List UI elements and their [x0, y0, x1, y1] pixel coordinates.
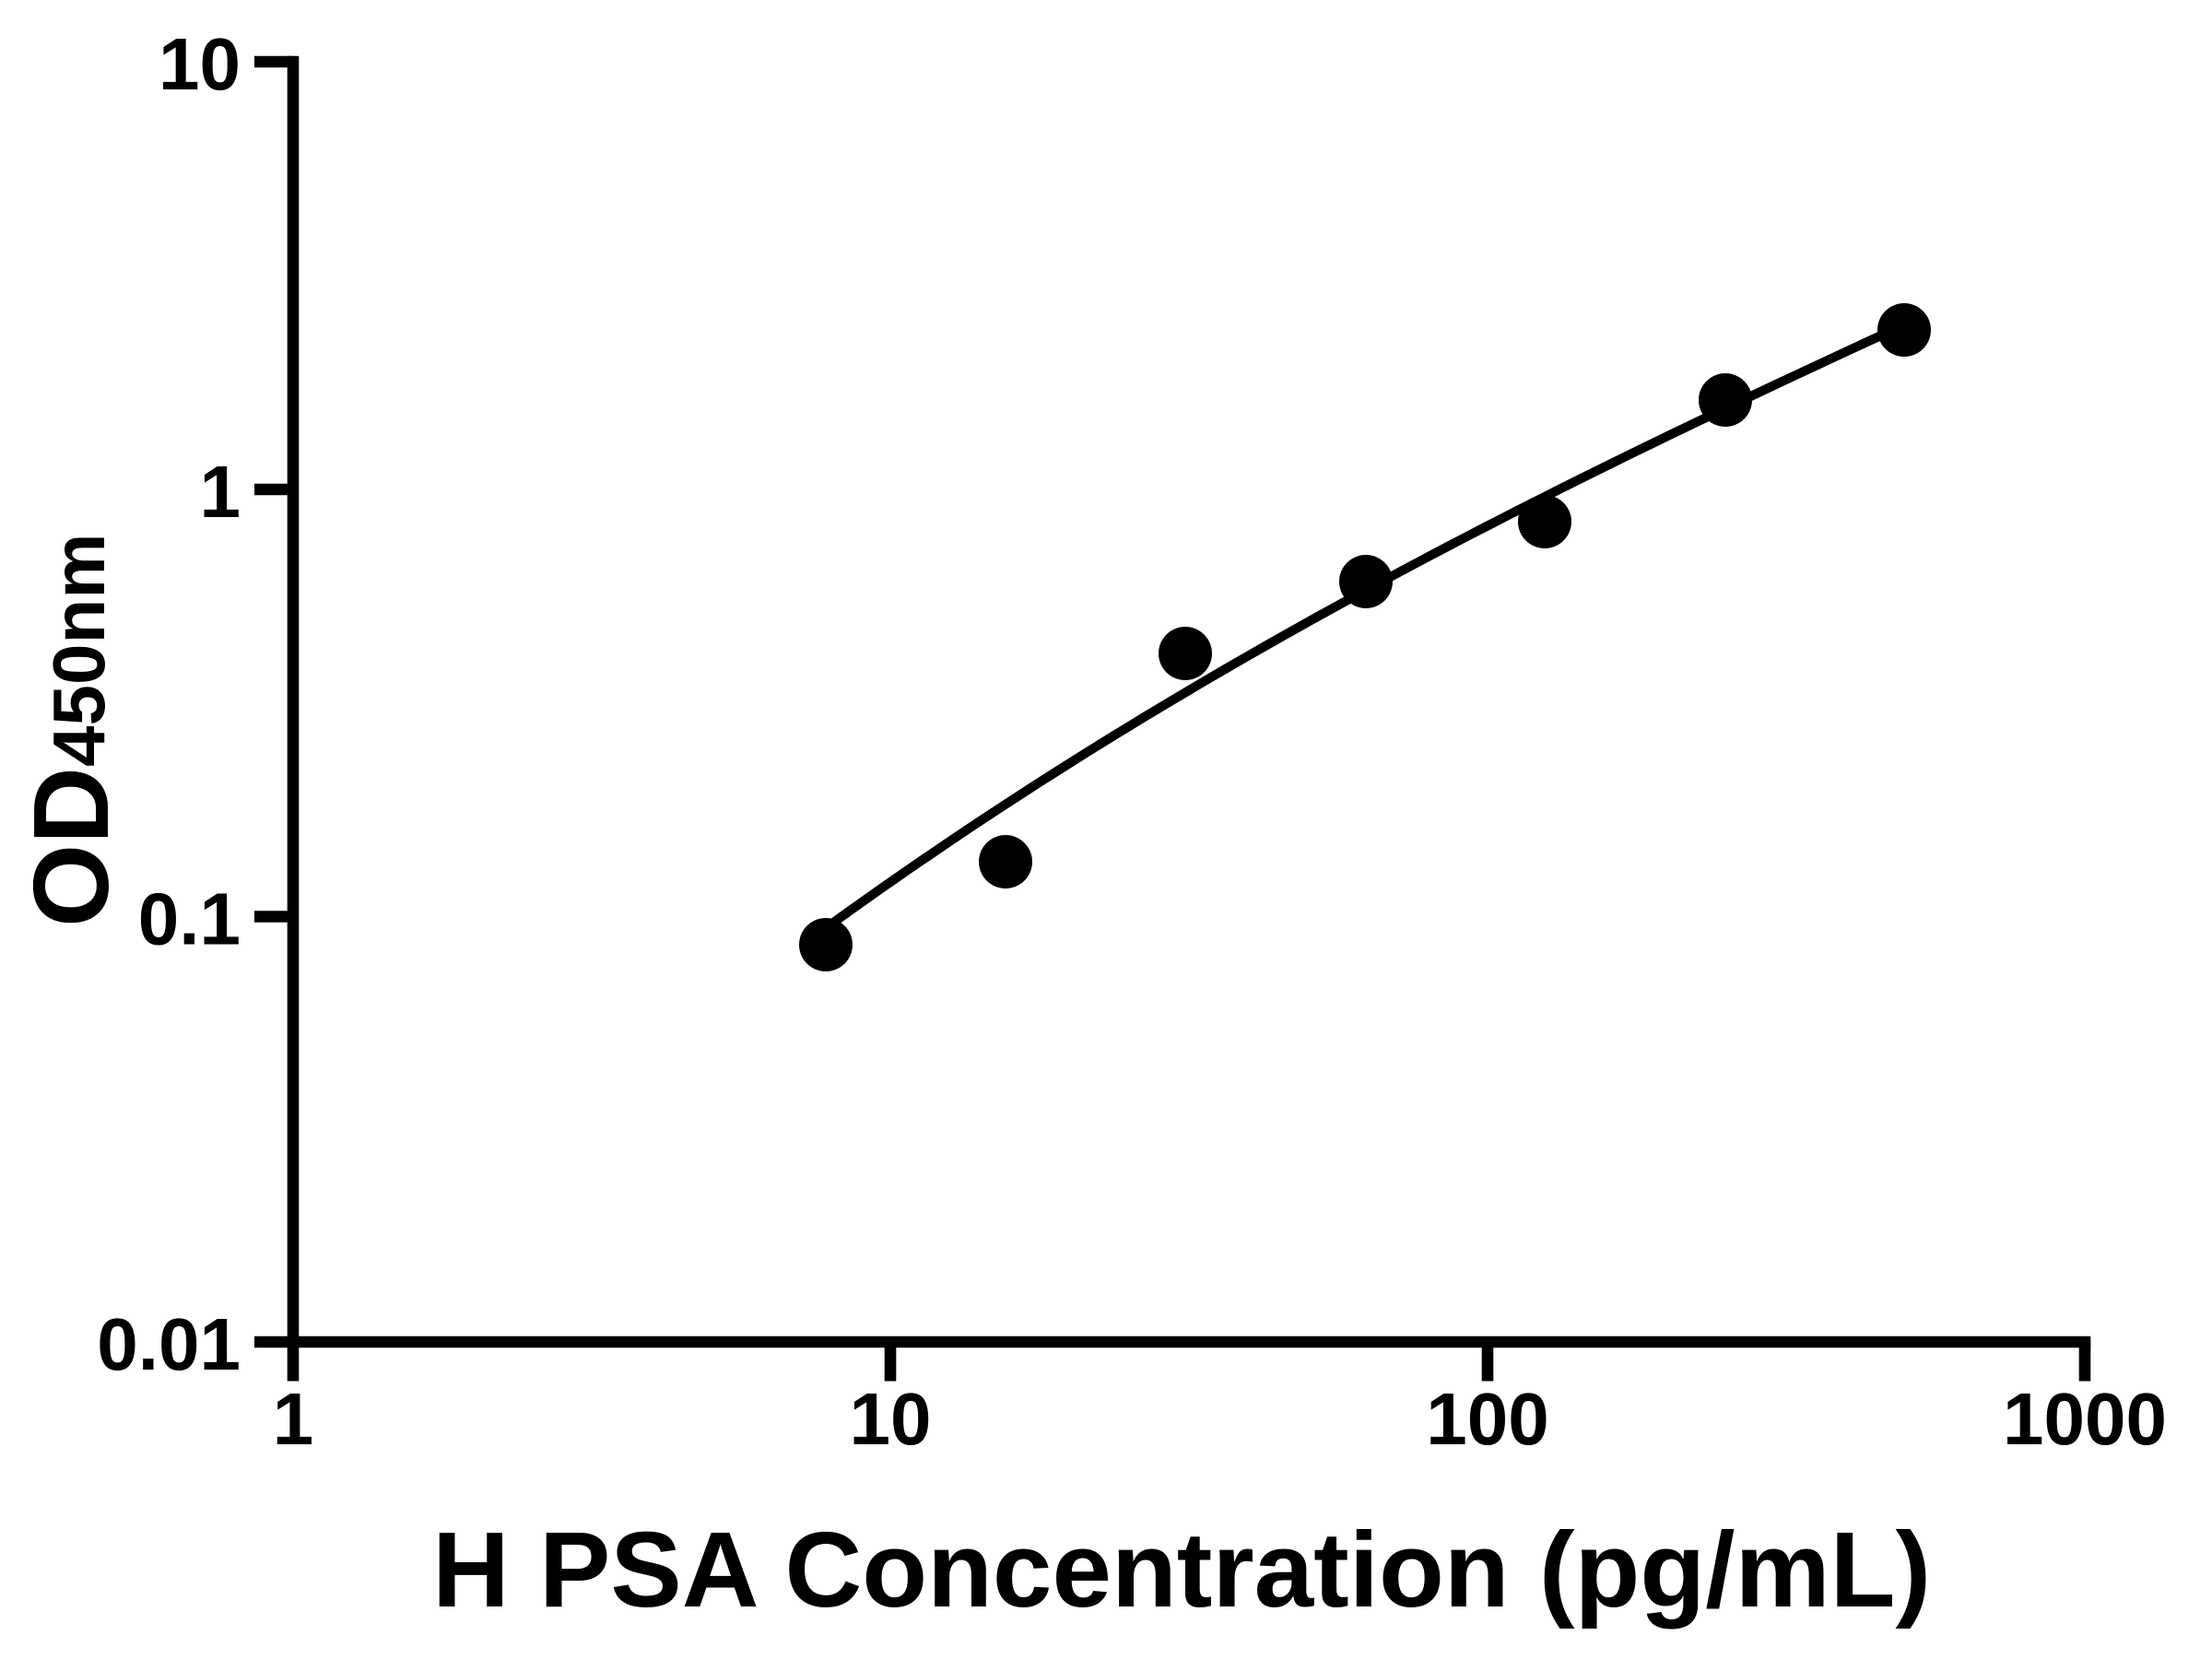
svg-text:10: 10	[159, 23, 241, 105]
svg-text:0.1: 0.1	[138, 878, 241, 960]
svg-text:H PSA Concentration (pg/mL): H PSA Concentration (pg/mL)	[432, 1510, 1931, 1630]
svg-text:1000: 1000	[2003, 1378, 2167, 1460]
svg-text:1: 1	[273, 1378, 314, 1460]
svg-text:0.01: 0.01	[97, 1303, 241, 1385]
svg-text:1: 1	[200, 451, 241, 533]
svg-text:10: 10	[850, 1378, 932, 1460]
svg-text:100: 100	[1426, 1378, 1548, 1460]
